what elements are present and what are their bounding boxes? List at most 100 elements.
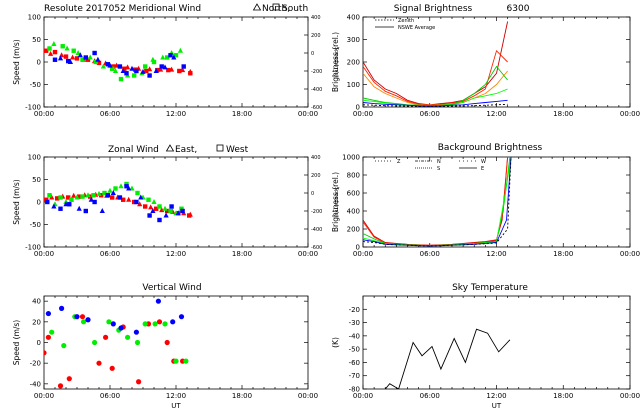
zonal-data-point (168, 208, 173, 214)
zonal-x-tick-label: 18:00 (232, 250, 252, 258)
vert-data-point (142, 321, 148, 327)
zonal-data-point (126, 196, 132, 202)
merid-data-point (151, 59, 157, 65)
vert-data-point (162, 321, 168, 327)
merid-data-point (187, 68, 193, 74)
merid-right-tick-label: -600 (311, 105, 322, 111)
merid-data-point (134, 68, 139, 74)
zonal-data-point (102, 190, 107, 196)
merid-x-tick-label: 18:00 (232, 110, 252, 118)
merid-data-point (120, 68, 126, 73)
merid-y-tick-label: -100 (25, 104, 41, 112)
zonal-data-point (117, 195, 123, 200)
vert-data-point (106, 319, 112, 325)
merid-y-axis-label: Speed (m/s) (12, 39, 21, 85)
merid-x-tick-label: 06:00 (100, 110, 120, 118)
background-title: Background Brightness (438, 143, 543, 153)
merid-data-point (64, 45, 70, 51)
zonal-right-axis-label: Speed (m/s) (333, 187, 339, 217)
sky-x-tick-label: 12:00 (486, 392, 506, 400)
zonal-data-point (105, 193, 110, 198)
merid-data-point (63, 54, 69, 59)
zonal-y-tick-label: 100 (28, 154, 41, 162)
zonal-x-tick-label: 00:00 (34, 250, 54, 258)
merid-data-point (177, 47, 183, 53)
merid-data-point (47, 46, 52, 51)
bg-plot-area (363, 157, 512, 247)
zonal-y-tick-label: -100 (25, 244, 41, 252)
zonal-data-point (96, 190, 102, 196)
vert-y-tick-label: 0 (37, 339, 41, 347)
zonal-data-point (88, 196, 94, 202)
zonal-data-point (47, 193, 52, 198)
bg-y-tick-label: 400 (347, 208, 360, 216)
vert-data-point (66, 376, 72, 382)
zonal-data-point (124, 184, 129, 189)
zonal-data-point (175, 210, 181, 216)
bg-y-tick-label: 200 (347, 226, 360, 234)
vert-data-point (173, 358, 179, 364)
signal-x-tick-label: 00:00 (620, 110, 640, 118)
zonal-data-point (99, 208, 105, 213)
meridional-title: Resolute 2017052 Meridional Wind (44, 4, 201, 14)
merid-data-point (144, 68, 149, 74)
vert-data-point (118, 325, 124, 331)
sky-y-tick-label: -30 (349, 319, 360, 327)
vert-data-point (59, 305, 65, 311)
vert-data-point (61, 343, 67, 349)
merid-data-point (51, 41, 57, 46)
merid-plot-area (44, 41, 193, 82)
merid-data-point (166, 67, 171, 73)
sky-x-tick-label: 00:00 (353, 392, 373, 400)
zonal-data-point (63, 201, 69, 207)
merid-data-point (60, 44, 65, 49)
zonal-data-point (154, 206, 159, 211)
zonal-right-tick-label: -200 (311, 209, 322, 215)
vert-data-point (44, 350, 47, 356)
zonal-data-point (143, 204, 148, 209)
sky-x-tick-label: 18:00 (553, 392, 573, 400)
zonal-data-point (137, 201, 143, 207)
zonal-data-point (134, 199, 139, 205)
panel-signal-brightness: 00:00 06:00 12:00 18:00 00:000100200300400Br… (331, 14, 640, 119)
zonal-data-point (138, 194, 144, 200)
zonal-data-point (83, 208, 88, 214)
sky-x-axis-label: UT (492, 402, 502, 410)
merid-data-point (165, 55, 170, 60)
meridional-legend-south: South (282, 4, 308, 14)
zonal-data-point (180, 208, 185, 214)
merid-data-point (150, 56, 156, 62)
sky-y-tick-label: -40 (349, 332, 360, 340)
vert-y-tick-label: 40 (32, 298, 41, 306)
zonal-right-tick-label: -600 (311, 245, 322, 251)
zonal-data-point (91, 193, 96, 198)
vert-data-point (57, 383, 64, 389)
vert-data-point (134, 339, 141, 346)
vert-data-point (155, 298, 161, 304)
zonal-data-point (169, 204, 174, 209)
vertical-title: Vertical Wind (142, 283, 201, 293)
bg-x-tick-label: 18:00 (553, 250, 573, 258)
zonal-data-point (126, 185, 132, 191)
merid-data-point (67, 59, 73, 64)
sky-y-tick-label: -60 (349, 359, 360, 367)
signal-x-tick-label: 06:00 (420, 110, 440, 118)
signal-plot-area (363, 21, 509, 107)
panel-sky-temperature: 00:00 06:00 12:00 18:00 00:00 UT -80 -70 -60 -50 -… (331, 295, 640, 410)
zonal-data-point (69, 197, 74, 202)
signal-series-line-6 (363, 103, 508, 107)
vert-y-tick-label: -20 (30, 360, 41, 368)
vert-y-axis-label: Speed (m/s) (12, 320, 21, 366)
zonal-data-point (107, 187, 113, 193)
merid-data-point (93, 59, 98, 65)
merid-y-tick-label: -50 (30, 81, 41, 89)
zonal-data-point (44, 197, 49, 202)
zonal-data-point (45, 199, 50, 205)
signal-x-tick-label: 12:00 (486, 110, 506, 118)
merid-data-point (57, 55, 64, 61)
zonal-data-point (71, 192, 77, 198)
zonal-data-point (157, 204, 162, 209)
zonal-data-point (51, 203, 57, 209)
sky-y-axis-label: (K) (331, 337, 340, 348)
